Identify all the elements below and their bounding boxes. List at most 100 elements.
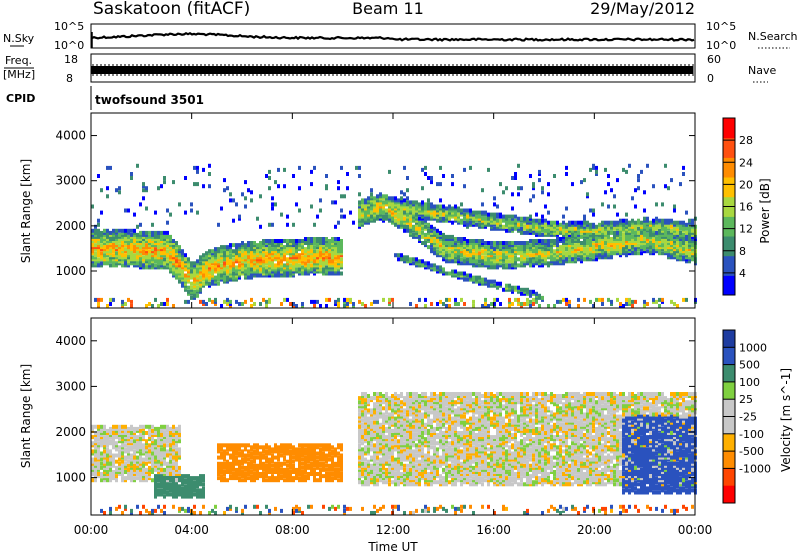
power-cell	[478, 214, 481, 219]
power-cell	[142, 188, 145, 193]
power-cell	[484, 222, 487, 227]
power-cell	[298, 267, 301, 272]
velocity-cell	[118, 465, 121, 470]
velocity-cell	[154, 486, 157, 491]
power-cell	[472, 275, 475, 280]
power-cell	[679, 253, 682, 258]
power-cell	[502, 241, 505, 245]
velocity-cell	[286, 478, 289, 483]
power-cell	[157, 304, 160, 308]
velocity-cell	[115, 459, 118, 464]
power-cell	[493, 202, 496, 207]
power-cell	[118, 186, 121, 191]
velocity-cell	[100, 457, 103, 462]
power-cell	[589, 299, 592, 304]
power-cell	[322, 253, 325, 258]
power-cell	[445, 216, 448, 221]
velocity-cell	[172, 465, 175, 470]
velocity-cell	[103, 470, 106, 474]
power-cell	[322, 249, 325, 254]
velocity-cell	[196, 494, 199, 499]
power-cell	[238, 249, 241, 254]
velocity-cell	[145, 461, 148, 466]
velocity-cell	[154, 455, 157, 460]
power-cell	[412, 257, 415, 262]
power-cell	[526, 249, 529, 254]
power-cell	[187, 289, 190, 294]
velocity-cell	[148, 433, 151, 437]
power-cell	[133, 249, 136, 254]
power-cell	[559, 299, 562, 304]
power-cell	[466, 216, 469, 221]
velocity-cell	[112, 439, 115, 444]
velocity-cell	[97, 449, 100, 454]
velocity-cell	[250, 455, 253, 460]
power-cell	[643, 208, 646, 213]
power-cell	[223, 269, 226, 274]
power-cell	[301, 239, 304, 243]
power-cell	[400, 210, 403, 215]
power-cell	[667, 222, 670, 227]
velocity-cell	[247, 461, 250, 466]
power-cell	[178, 245, 181, 250]
power-cell	[436, 204, 439, 209]
power-cell	[97, 263, 100, 268]
power-colorbar-tick-label: 4	[739, 267, 746, 280]
power-cell	[310, 253, 313, 258]
power-cell	[97, 237, 100, 241]
power-cell	[160, 237, 163, 241]
power-cell	[496, 212, 499, 217]
velocity-cell	[274, 470, 277, 474]
power-cell	[406, 224, 409, 229]
power-cell	[601, 202, 604, 207]
power-cell	[505, 243, 508, 248]
power-cell	[571, 222, 574, 227]
power-cell	[577, 222, 580, 227]
power-cell	[451, 255, 454, 260]
power-cell	[346, 172, 349, 176]
power-cell	[142, 255, 145, 260]
velocity-cell	[163, 443, 166, 448]
velocity-cell	[271, 470, 274, 474]
power-cell	[157, 263, 160, 268]
power-cell	[337, 249, 340, 254]
velocity-cell	[94, 457, 97, 462]
velocity-cell	[277, 478, 280, 483]
power-cell	[145, 263, 148, 268]
power-cell	[94, 224, 97, 229]
velocity-cell	[277, 461, 280, 466]
power-cell	[340, 271, 343, 276]
power-cell	[418, 237, 421, 241]
power-cell	[484, 249, 487, 254]
power-cell	[244, 196, 247, 201]
power-cell	[301, 265, 304, 270]
velocity-cell	[268, 511, 271, 515]
power-cell	[562, 253, 565, 258]
power-cell	[460, 249, 463, 254]
power-cell	[283, 249, 286, 254]
power-cell	[388, 297, 391, 302]
power-cell	[412, 261, 415, 266]
power-cell	[340, 243, 343, 248]
power-cell	[424, 304, 427, 308]
power-cell	[628, 243, 631, 248]
power-cell	[184, 299, 187, 304]
power-cell	[121, 243, 124, 248]
velocity-cell	[256, 470, 259, 474]
velocity-cell	[103, 511, 106, 515]
power-cell	[208, 297, 211, 302]
power-cell	[469, 243, 472, 248]
power-cell	[259, 249, 262, 254]
power-cell	[691, 249, 694, 254]
velocity-cell	[160, 508, 163, 513]
power-heatmap-cells	[91, 163, 697, 308]
power-cell	[439, 216, 442, 221]
velocity-cell	[154, 431, 157, 435]
power-cell	[232, 257, 235, 262]
power-cell	[481, 239, 484, 243]
velocity-cell	[190, 478, 193, 483]
power-cell	[334, 253, 337, 258]
power-cell	[646, 232, 649, 237]
power-cell	[580, 253, 583, 258]
power-cell	[226, 255, 229, 260]
